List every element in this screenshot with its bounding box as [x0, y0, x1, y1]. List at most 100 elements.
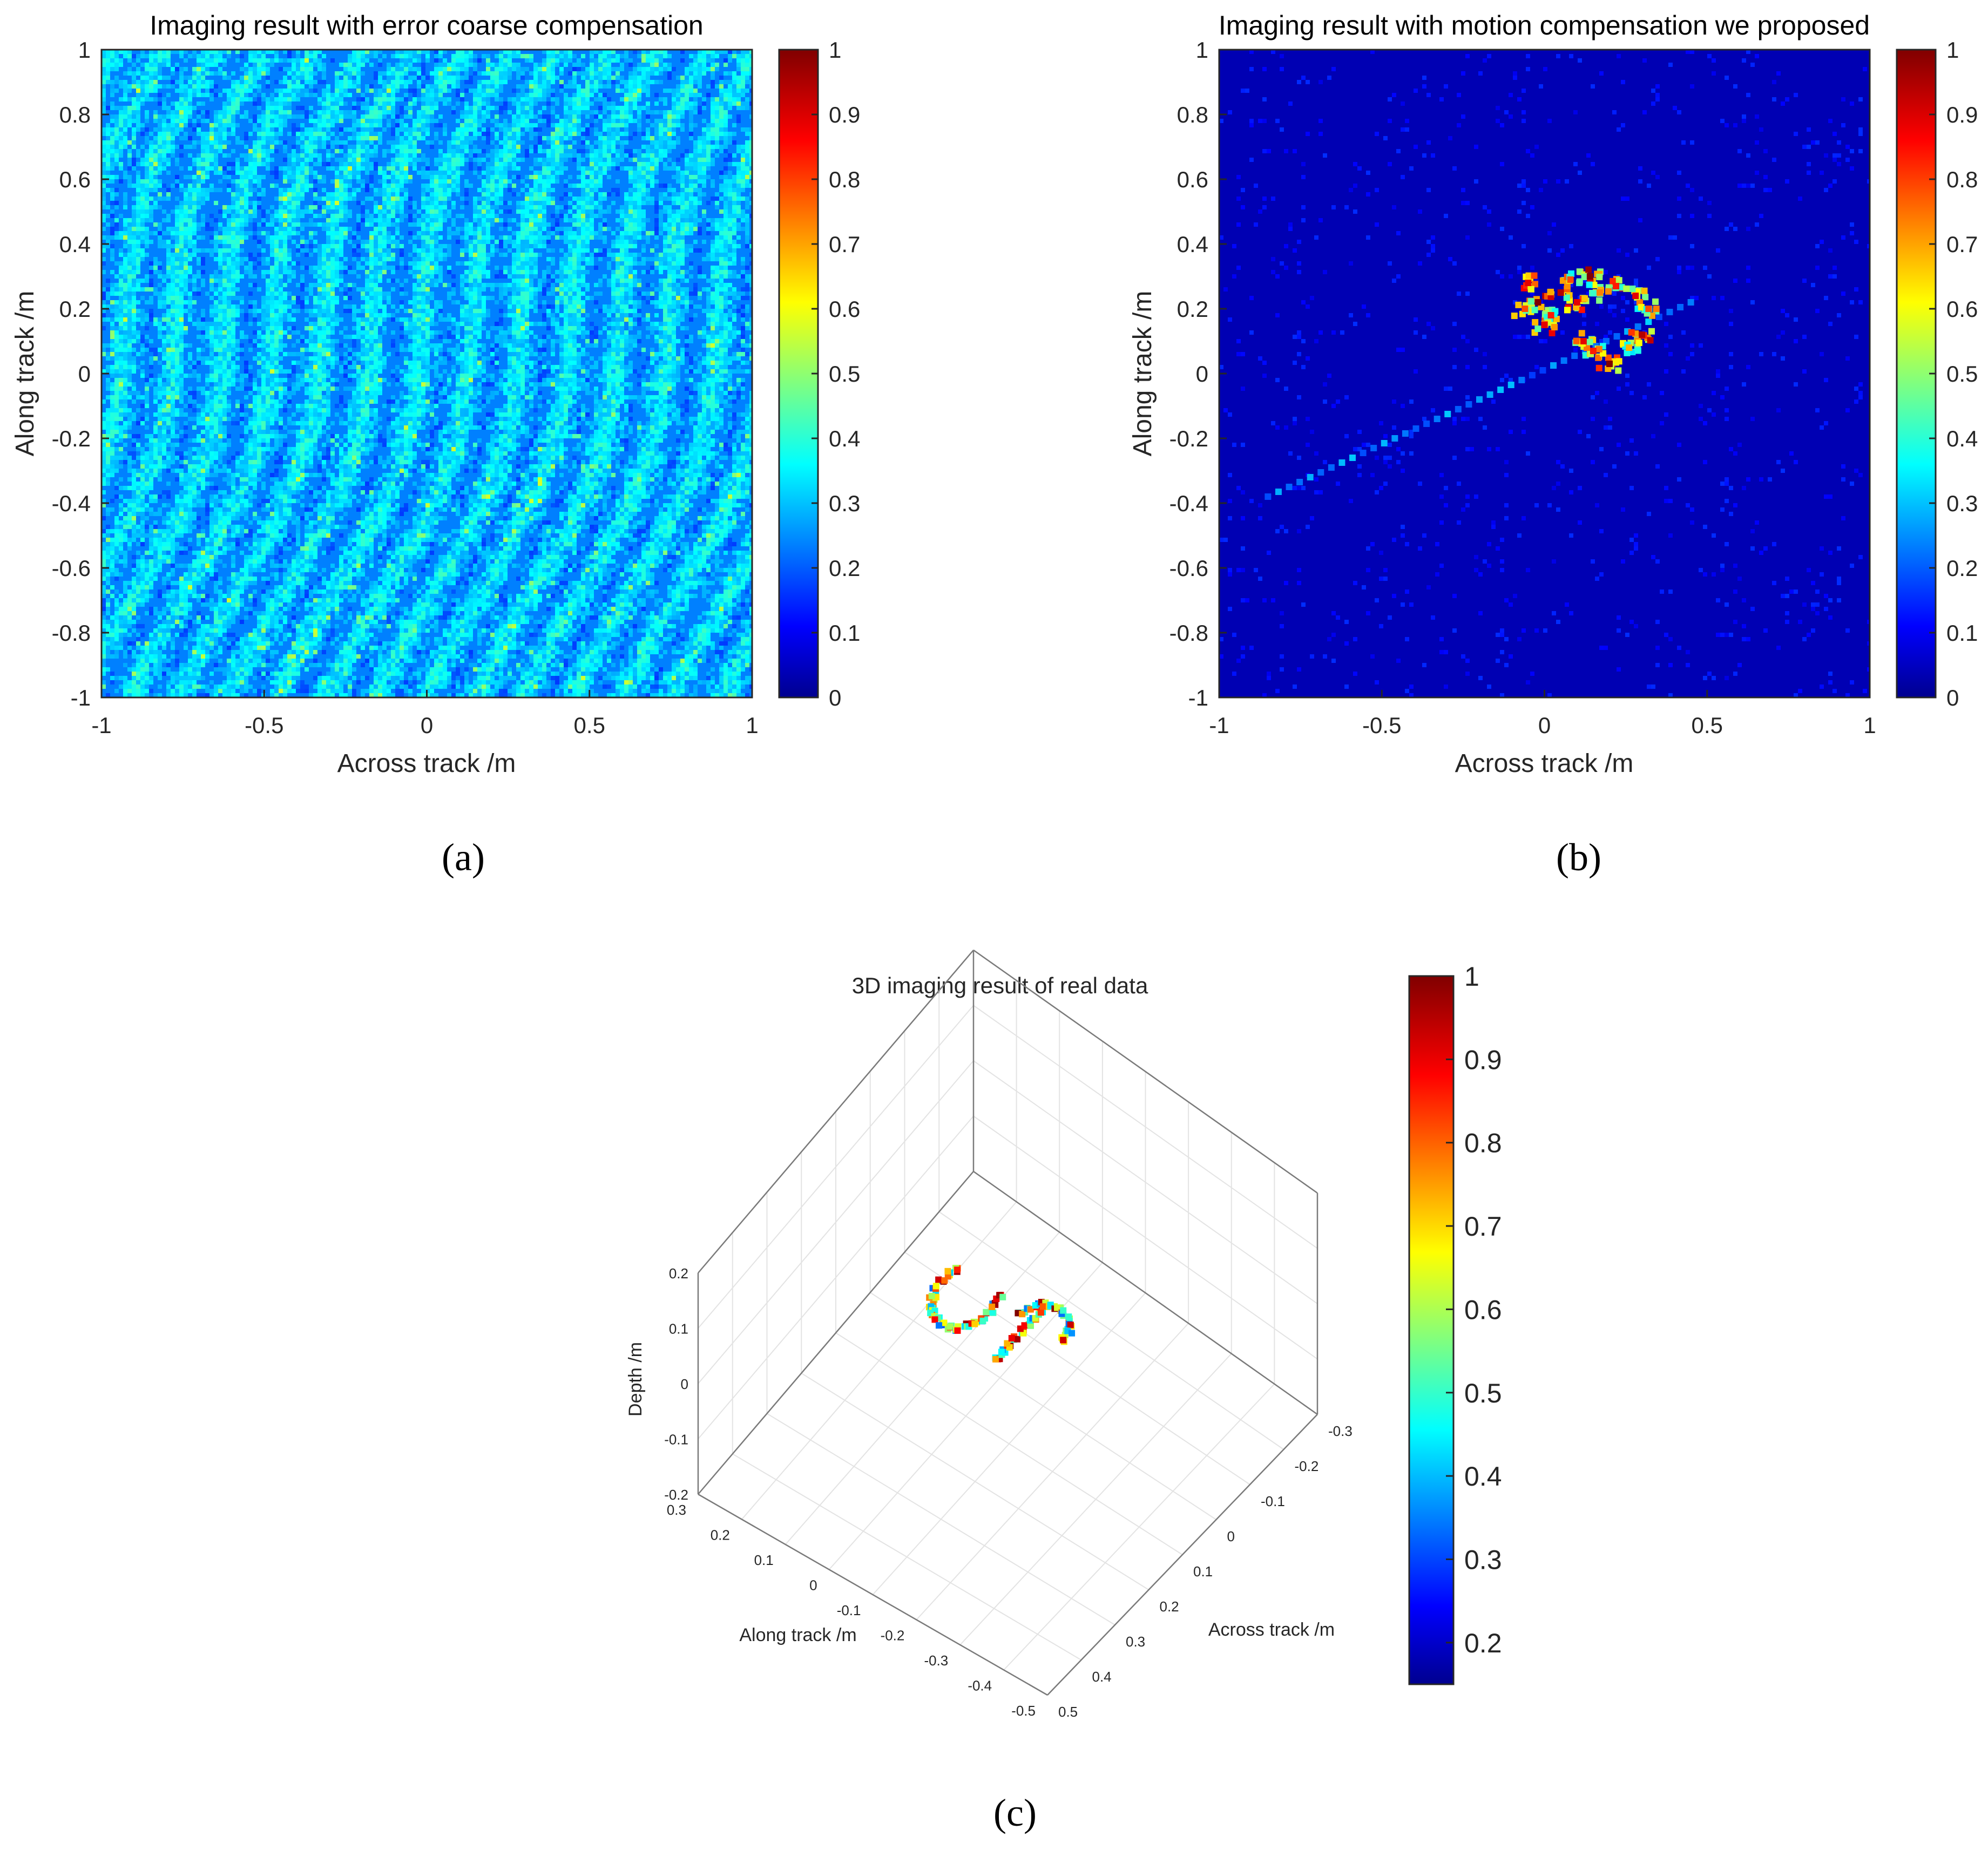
heatmap-cell: [292, 175, 296, 179]
heatmap-cell: [266, 153, 270, 158]
heatmap-cell: [296, 244, 300, 248]
heatmap-cell: [425, 166, 430, 171]
heatmap-cell: [253, 123, 257, 127]
heatmap-cell: [568, 84, 572, 89]
heatmap-cell: [209, 158, 214, 162]
heatmap-cell: [749, 89, 752, 93]
heatmap-cell: [339, 196, 343, 201]
heatmap-cell: [227, 162, 231, 166]
heatmap-cell: [244, 218, 248, 222]
heatmap-cell: [330, 201, 335, 205]
heatmap-cell: [628, 93, 633, 97]
heatmap-cell: [313, 196, 317, 201]
heatmap-cell: [266, 166, 270, 171]
heatmap-cell: [516, 140, 520, 145]
heatmap-cell: [261, 140, 266, 145]
heatmap-cell: [659, 153, 663, 158]
heatmap-cell: [624, 101, 628, 106]
heatmap-cell: [685, 80, 689, 84]
heatmap-cell: [171, 132, 175, 136]
heatmap-cell: [110, 227, 114, 231]
heatmap-cell: [374, 145, 378, 149]
heatmap-cell: [382, 227, 387, 231]
heatmap-cell: [253, 153, 257, 158]
heatmap-cell: [434, 214, 438, 218]
heatmap-cell: [585, 248, 590, 253]
heatmap-cell: [551, 248, 555, 253]
heatmap-cell: [248, 201, 253, 205]
heatmap-cell: [745, 235, 749, 240]
heatmap-cell: [633, 209, 637, 214]
heatmap-cell: [464, 201, 469, 205]
heatmap-cell: [374, 227, 378, 231]
heatmap-cell: [417, 119, 421, 123]
heatmap-cell: [106, 240, 110, 244]
heatmap-cell: [309, 244, 313, 248]
heatmap-cell: [106, 244, 110, 248]
heatmap-cell: [162, 231, 166, 235]
heatmap-cell: [702, 153, 706, 158]
heatmap-cell: [529, 106, 533, 110]
heatmap-cell: [546, 114, 551, 119]
heatmap-cell: [106, 76, 110, 80]
heatmap-cell: [352, 145, 356, 149]
heatmap-cell: [728, 218, 732, 222]
heatmap-cell: [585, 132, 590, 136]
heatmap-cell: [343, 235, 348, 240]
heatmap-cell: [680, 227, 685, 231]
heatmap-cell: [244, 132, 248, 136]
heatmap-cell: [166, 123, 171, 127]
heatmap-cell: [404, 171, 408, 175]
heatmap-cell: [140, 84, 145, 89]
heatmap-cell: [197, 235, 201, 240]
heatmap-cell: [179, 136, 184, 140]
heatmap-cell: [456, 231, 460, 235]
heatmap-cell: [404, 80, 408, 84]
heatmap-cell: [490, 127, 495, 132]
heatmap-cell: [257, 106, 261, 110]
heatmap-cell: [231, 218, 235, 222]
heatmap-cell: [214, 231, 218, 235]
heatmap-cell: [611, 123, 616, 127]
heatmap-cell: [248, 71, 253, 76]
heatmap-cell: [149, 205, 153, 209]
heatmap-cell: [516, 240, 520, 244]
heatmap-cell: [387, 248, 391, 253]
heatmap-cell: [102, 153, 106, 158]
heatmap-cell: [287, 196, 292, 201]
heatmap-cell: [698, 93, 702, 97]
heatmap-cell: [322, 93, 326, 97]
heatmap-cell: [365, 97, 369, 101]
heatmap-cell: [443, 218, 447, 222]
heatmap-cell: [533, 240, 538, 244]
heatmap-cell: [283, 209, 287, 214]
heatmap-cell: [715, 54, 719, 58]
heatmap-cell: [590, 93, 594, 97]
heatmap-cell: [741, 80, 745, 84]
heatmap-cell: [343, 214, 348, 218]
heatmap-cell: [387, 162, 391, 166]
heatmap-cell: [153, 76, 158, 80]
heatmap-cell: [400, 209, 404, 214]
heatmap-cell: [218, 71, 222, 76]
heatmap-cell: [192, 253, 197, 257]
heatmap-cell: [188, 205, 192, 209]
heatmap-cell: [745, 63, 749, 67]
heatmap-cell: [365, 136, 369, 140]
heatmap-cell: [123, 235, 127, 240]
heatmap-cell: [197, 67, 201, 71]
heatmap-cell: [581, 127, 585, 132]
heatmap-cell: [607, 106, 611, 110]
heatmap-cell: [335, 235, 339, 240]
heatmap-cell: [231, 253, 235, 257]
heatmap-cell: [551, 214, 555, 218]
heatmap-cell: [421, 93, 425, 97]
heatmap-cell: [698, 192, 702, 196]
heatmap-cell: [296, 58, 300, 63]
heatmap-cell: [417, 123, 421, 127]
heatmap-cell: [482, 97, 486, 101]
heatmap-cell: [283, 93, 287, 97]
heatmap-cell: [382, 231, 387, 235]
heatmap-cell: [637, 192, 641, 196]
heatmap-cell: [512, 67, 516, 71]
